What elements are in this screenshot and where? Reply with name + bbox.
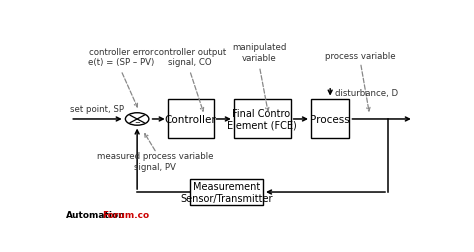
Text: Measurement
Sensor/Transmitter: Measurement Sensor/Transmitter — [180, 181, 273, 203]
Text: set point, SP: set point, SP — [70, 105, 124, 114]
FancyBboxPatch shape — [234, 100, 291, 139]
FancyBboxPatch shape — [168, 100, 213, 139]
Text: Process: Process — [310, 114, 350, 124]
Text: measured process variable
signal, PV: measured process variable signal, PV — [97, 151, 213, 171]
Text: Controller: Controller — [164, 114, 217, 124]
Text: disturbance, D: disturbance, D — [335, 89, 398, 98]
Text: process variable: process variable — [325, 51, 396, 60]
Text: −: − — [134, 119, 140, 125]
FancyBboxPatch shape — [190, 180, 263, 205]
FancyBboxPatch shape — [311, 100, 349, 139]
Text: controller error
e(t) = (SP – PV): controller error e(t) = (SP – PV) — [88, 48, 154, 67]
Text: Automation: Automation — [66, 210, 126, 219]
Text: controller output
signal, CO: controller output signal, CO — [154, 48, 226, 67]
Text: manipulated
variable: manipulated variable — [232, 43, 287, 62]
Text: Forum.co: Forum.co — [102, 210, 149, 219]
Text: Final Control
Element (FCE): Final Control Element (FCE) — [228, 109, 297, 130]
Circle shape — [125, 113, 149, 126]
